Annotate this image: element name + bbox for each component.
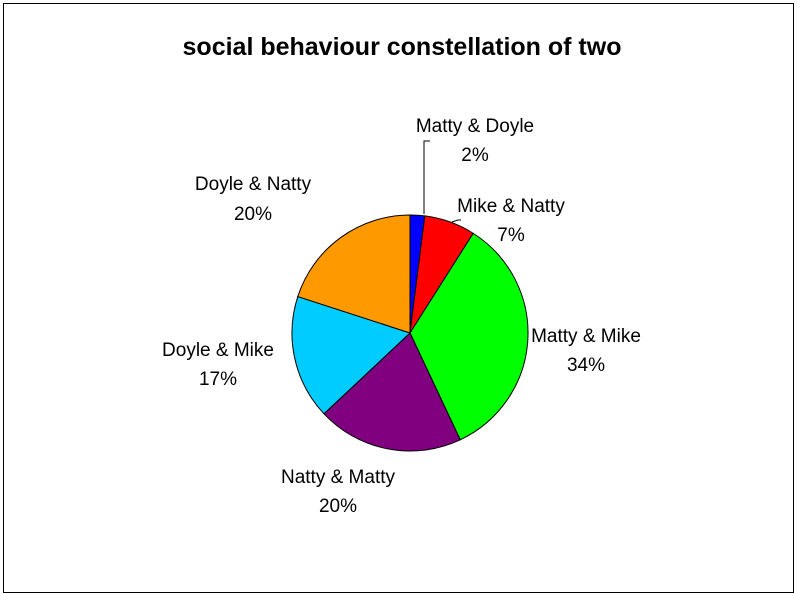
slice-label: Matty & Doyle <box>416 116 534 137</box>
slice-label: Natty & Matty <box>281 467 396 488</box>
slice-label: Doyle & Natty <box>195 174 312 195</box>
chart-title: social behaviour constellation of two <box>182 33 622 61</box>
slice-percent: 7% <box>497 225 525 246</box>
slice-percent: 2% <box>461 145 489 166</box>
pie-slice-doyle-natty <box>297 214 411 334</box>
slice-percent: 34% <box>567 355 605 376</box>
slice-label: Matty & Mike <box>531 326 641 347</box>
slice-percent: 17% <box>199 369 237 390</box>
pie-slice-doyle-mike <box>291 295 411 415</box>
pie-slice-natty-matty <box>323 332 461 452</box>
slice-label: Mike & Natty <box>457 196 565 217</box>
leader-line <box>423 140 430 214</box>
slice-label: Doyle & Mike <box>162 340 274 361</box>
leader-line <box>451 219 461 223</box>
slice-percent: 20% <box>319 496 357 517</box>
pie-slice-matty-mike <box>409 232 529 441</box>
slice-percent: 20% <box>234 204 272 225</box>
